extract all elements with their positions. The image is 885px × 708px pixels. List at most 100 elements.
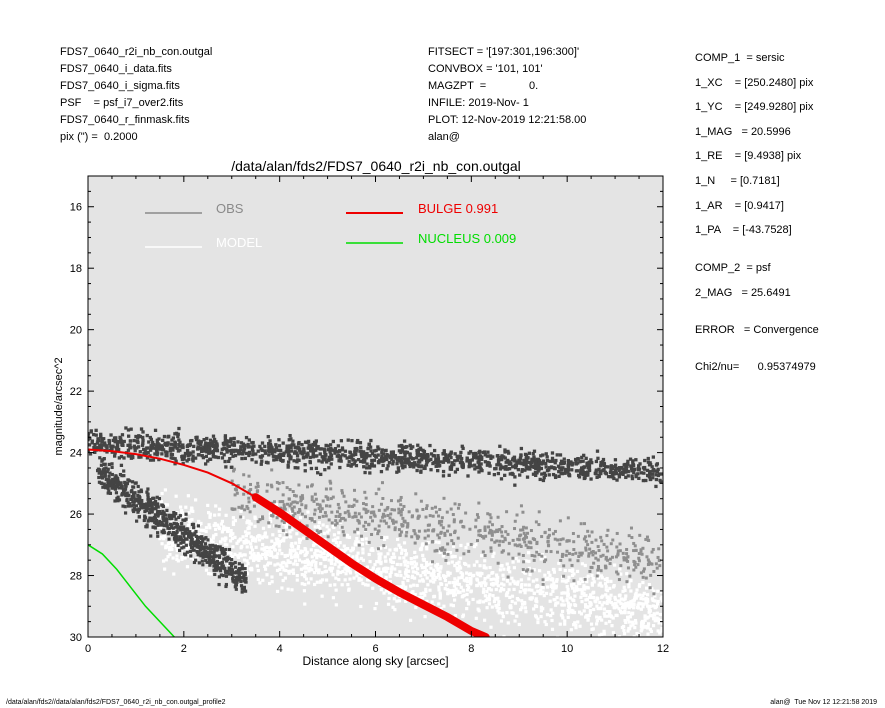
obs-point — [599, 462, 603, 466]
obs-point — [275, 480, 279, 484]
model-point — [622, 624, 626, 629]
model-point — [327, 558, 331, 562]
model-point — [624, 601, 628, 606]
model-point — [385, 570, 389, 574]
obs-point — [377, 524, 381, 528]
obs-point — [149, 534, 153, 538]
model-point — [476, 607, 480, 611]
model-point — [268, 512, 272, 516]
obs-point — [177, 548, 182, 553]
obs-point — [580, 455, 584, 460]
obs-point — [161, 438, 165, 443]
model-point — [413, 550, 417, 554]
obs-point — [250, 441, 254, 445]
model-point — [318, 527, 322, 531]
obs-point — [513, 459, 517, 463]
model-point — [163, 525, 167, 530]
obs-point — [436, 533, 440, 537]
model-point — [574, 623, 578, 628]
obs-point — [350, 462, 354, 467]
obs-point — [324, 504, 328, 508]
obs-point — [328, 450, 332, 454]
obs-point — [340, 446, 345, 450]
obs-point — [647, 538, 651, 542]
model-point — [388, 573, 392, 577]
model-point — [457, 560, 461, 564]
obs-point — [483, 453, 487, 457]
obs-point — [104, 466, 108, 470]
model-point — [174, 544, 178, 549]
obs-point — [248, 510, 252, 514]
obs-point — [389, 499, 393, 503]
obs-point — [570, 463, 574, 467]
obs-point — [231, 562, 235, 566]
model-point — [186, 523, 191, 527]
obs-point — [122, 439, 126, 444]
model-point — [425, 599, 429, 603]
obs-point — [460, 444, 464, 448]
obs-point — [282, 451, 286, 455]
x-tick-label: 12 — [657, 643, 669, 655]
model-point — [250, 568, 254, 572]
obs-point — [380, 481, 384, 485]
obs-point — [546, 540, 550, 544]
model-point — [217, 507, 222, 511]
obs-point — [645, 535, 649, 539]
obs-point — [654, 562, 658, 566]
model-point — [251, 536, 255, 540]
model-point — [611, 616, 615, 620]
legend-obs-label: OBS — [216, 201, 244, 216]
obs-point — [453, 502, 457, 506]
obs-point — [542, 471, 547, 475]
obs-point — [589, 458, 593, 462]
model-point — [591, 627, 595, 631]
obs-point — [188, 442, 192, 447]
model-point — [466, 580, 470, 584]
model-point — [487, 602, 492, 606]
obs-point — [383, 508, 387, 512]
obs-point — [646, 563, 650, 567]
model-point — [475, 583, 479, 588]
model-point — [254, 539, 258, 543]
obs-point — [604, 557, 608, 561]
model-point — [212, 534, 216, 538]
model-point — [309, 548, 313, 552]
obs-point — [379, 519, 383, 523]
model-point — [242, 541, 246, 545]
model-point — [371, 566, 376, 570]
obs-point — [419, 465, 423, 469]
obs-point — [167, 514, 171, 519]
obs-point — [243, 589, 248, 593]
model-point — [507, 588, 511, 592]
model-point — [312, 582, 317, 587]
obs-point — [291, 490, 295, 494]
obs-point — [306, 446, 310, 450]
obs-point — [610, 555, 614, 559]
model-point — [434, 575, 439, 579]
model-point — [595, 597, 600, 601]
model-point — [424, 560, 429, 565]
model-point — [300, 572, 304, 577]
obs-point — [412, 465, 416, 469]
obs-point — [657, 558, 661, 562]
model-point — [617, 635, 622, 637]
model-point — [535, 578, 539, 582]
obs-point — [309, 444, 313, 448]
model-point — [331, 538, 335, 542]
param-1-pa: 1_PA = [-43.7528] — [695, 224, 792, 236]
obs-point — [162, 518, 166, 522]
obs-point — [216, 561, 220, 565]
obs-point — [230, 570, 234, 574]
obs-point — [650, 472, 655, 476]
obs-point — [239, 445, 243, 449]
obs-point — [606, 465, 610, 469]
model-point — [622, 632, 627, 636]
obs-point — [148, 499, 153, 503]
obs-point — [104, 444, 108, 448]
obs-point — [131, 508, 135, 512]
obs-point — [195, 550, 200, 554]
obs-point — [333, 446, 338, 451]
obs-point — [125, 491, 129, 495]
obs-point — [530, 464, 534, 469]
obs-point — [601, 462, 605, 466]
